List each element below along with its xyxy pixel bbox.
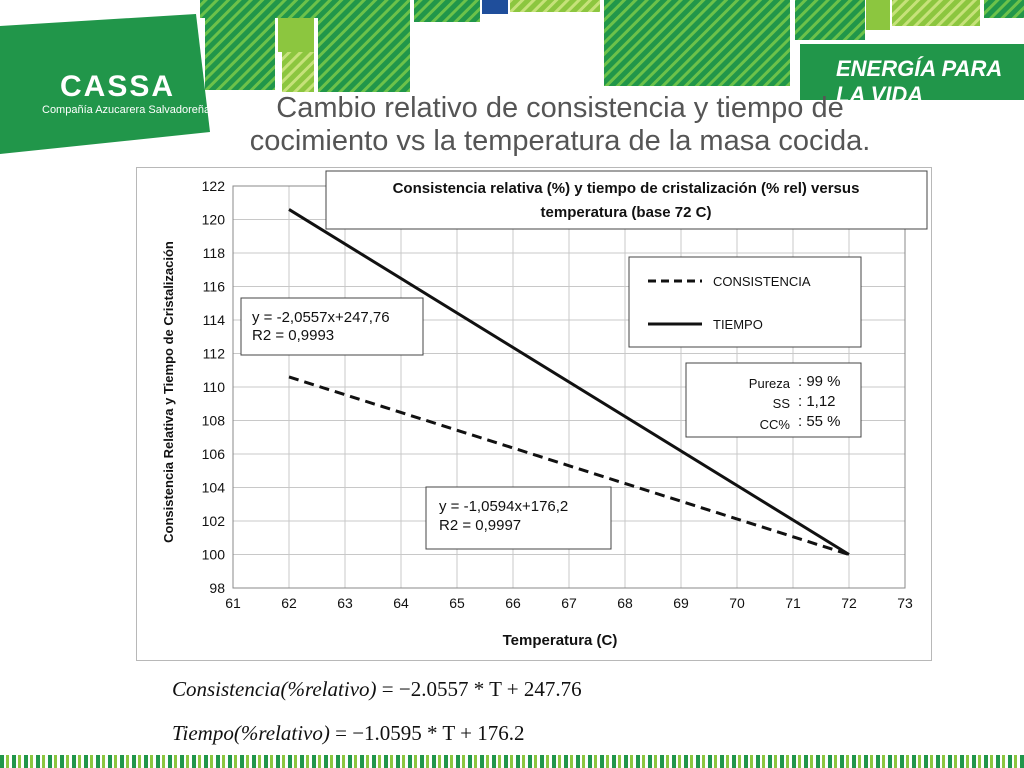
legend-box bbox=[628, 256, 862, 348]
equation-consistencia: Consistencia(%relativo) = −2.0557 * T + … bbox=[172, 677, 582, 702]
condition-label-cc: CC% bbox=[760, 417, 791, 432]
chart-title-line1: Consistencia relativa (%) y tiempo de cr… bbox=[393, 180, 860, 197]
y-tick-label: 122 bbox=[202, 178, 226, 194]
equation-consistencia-rhs: = −2.0557 * T + 247.76 bbox=[381, 677, 582, 701]
y-tick-label: 106 bbox=[202, 446, 226, 462]
series-lines bbox=[288, 208, 850, 556]
equation-tiempo: Tiempo(%relativo) = −1.0595 * T + 176.2 bbox=[172, 721, 524, 746]
chart-title-line2: temperatura (base 72 C) bbox=[541, 204, 712, 221]
y-tick-label: 100 bbox=[202, 547, 226, 563]
series-line-consistencia bbox=[288, 375, 850, 556]
x-tick-label: 68 bbox=[617, 595, 633, 611]
brand-logo: ENERGÍA PARA LA VIDA bbox=[836, 56, 1002, 107]
y-tick-label: 108 bbox=[202, 413, 226, 429]
fit-consistencia-r2: R2 = 0,9997 bbox=[439, 517, 521, 534]
x-tick-label: 70 bbox=[729, 595, 745, 611]
x-tick-label: 71 bbox=[785, 595, 801, 611]
fit-consistencia-box bbox=[425, 486, 612, 550]
y-tick-label: 110 bbox=[203, 379, 226, 395]
y-tick-label: 114 bbox=[203, 312, 226, 328]
x-tick-label: 73 bbox=[897, 595, 913, 611]
x-tick-label: 69 bbox=[673, 595, 689, 611]
condition-value-pureza: : 99 % bbox=[798, 373, 841, 390]
legend-consistencia-label: CONSISTENCIA bbox=[713, 274, 811, 289]
equation-consistencia-lhs: Consistencia(%relativo) bbox=[172, 677, 377, 701]
y-tick-labels: 98 100 102 104 106 108 110 112 114 116 118 120 122 bbox=[202, 178, 226, 596]
chart-title-box bbox=[325, 170, 928, 230]
condition-value-cc: : 55 % bbox=[798, 413, 841, 430]
y-tick-label: 104 bbox=[202, 480, 226, 496]
condition-value-ss: : 1,12 bbox=[798, 393, 836, 410]
y-tick-label: 118 bbox=[203, 245, 226, 261]
x-axis-label: Temperatura (C) bbox=[503, 632, 618, 649]
conditions-box bbox=[685, 362, 862, 438]
y-axis-label: Consistencia Relativa y Tiempo de Crista… bbox=[161, 241, 176, 543]
brand-banner bbox=[800, 44, 1024, 100]
slide-title-line2: cocimiento vs la temperatura de la masa … bbox=[249, 125, 871, 158]
fit-tiempo-equation: y = -2,0557x+247,76 bbox=[252, 309, 390, 326]
x-tick-label: 72 bbox=[841, 595, 857, 611]
x-tick-label: 65 bbox=[449, 595, 465, 611]
x-tick-labels: 61 62 63 64 65 66 67 68 69 70 71 72 73 bbox=[225, 595, 913, 611]
y-tick-label: 116 bbox=[203, 279, 226, 295]
x-tick-label: 67 bbox=[561, 595, 577, 611]
equation-tiempo-rhs: = −1.0595 * T + 176.2 bbox=[335, 721, 525, 745]
x-tick-label: 62 bbox=[281, 595, 297, 611]
x-tick-label: 63 bbox=[337, 595, 353, 611]
y-tick-label: 120 bbox=[202, 212, 226, 228]
header-decoration bbox=[200, 0, 1024, 92]
y-tick-label: 102 bbox=[202, 513, 226, 529]
condition-label-ss: SS bbox=[773, 396, 791, 411]
condition-label-pureza: Pureza bbox=[749, 376, 791, 391]
x-tick-label: 64 bbox=[393, 595, 409, 611]
footer-decoration bbox=[0, 755, 1024, 768]
fit-tiempo-r2: R2 = 0,9993 bbox=[252, 327, 334, 344]
company-subtitle: Compañía Azucarera Salvadoreña bbox=[42, 104, 211, 116]
y-tick-label: 112 bbox=[203, 346, 226, 362]
fit-consistencia-equation: y = -1,0594x+176,2 bbox=[439, 498, 568, 515]
slide-title: Cambio relativo de consistencia y tiempo… bbox=[140, 92, 980, 159]
x-tick-label: 61 bbox=[225, 595, 241, 611]
legend-tiempo-label: TIEMPO bbox=[713, 317, 763, 332]
line-chart: 61 62 63 64 65 66 67 68 69 70 71 72 73 98 100 102 104 10… bbox=[161, 170, 928, 649]
x-tick-label: 66 bbox=[505, 595, 521, 611]
fit-tiempo-box bbox=[240, 297, 424, 356]
company-logo: CASSA bbox=[60, 70, 176, 103]
series-line-tiempo bbox=[288, 208, 850, 556]
y-tick-label: 98 bbox=[209, 580, 225, 596]
slide-title-line1: Cambio relativo de consistencia y tiempo… bbox=[276, 92, 844, 124]
equation-tiempo-lhs: Tiempo(%relativo) bbox=[172, 721, 330, 745]
logo-ribbon bbox=[0, 14, 210, 154]
